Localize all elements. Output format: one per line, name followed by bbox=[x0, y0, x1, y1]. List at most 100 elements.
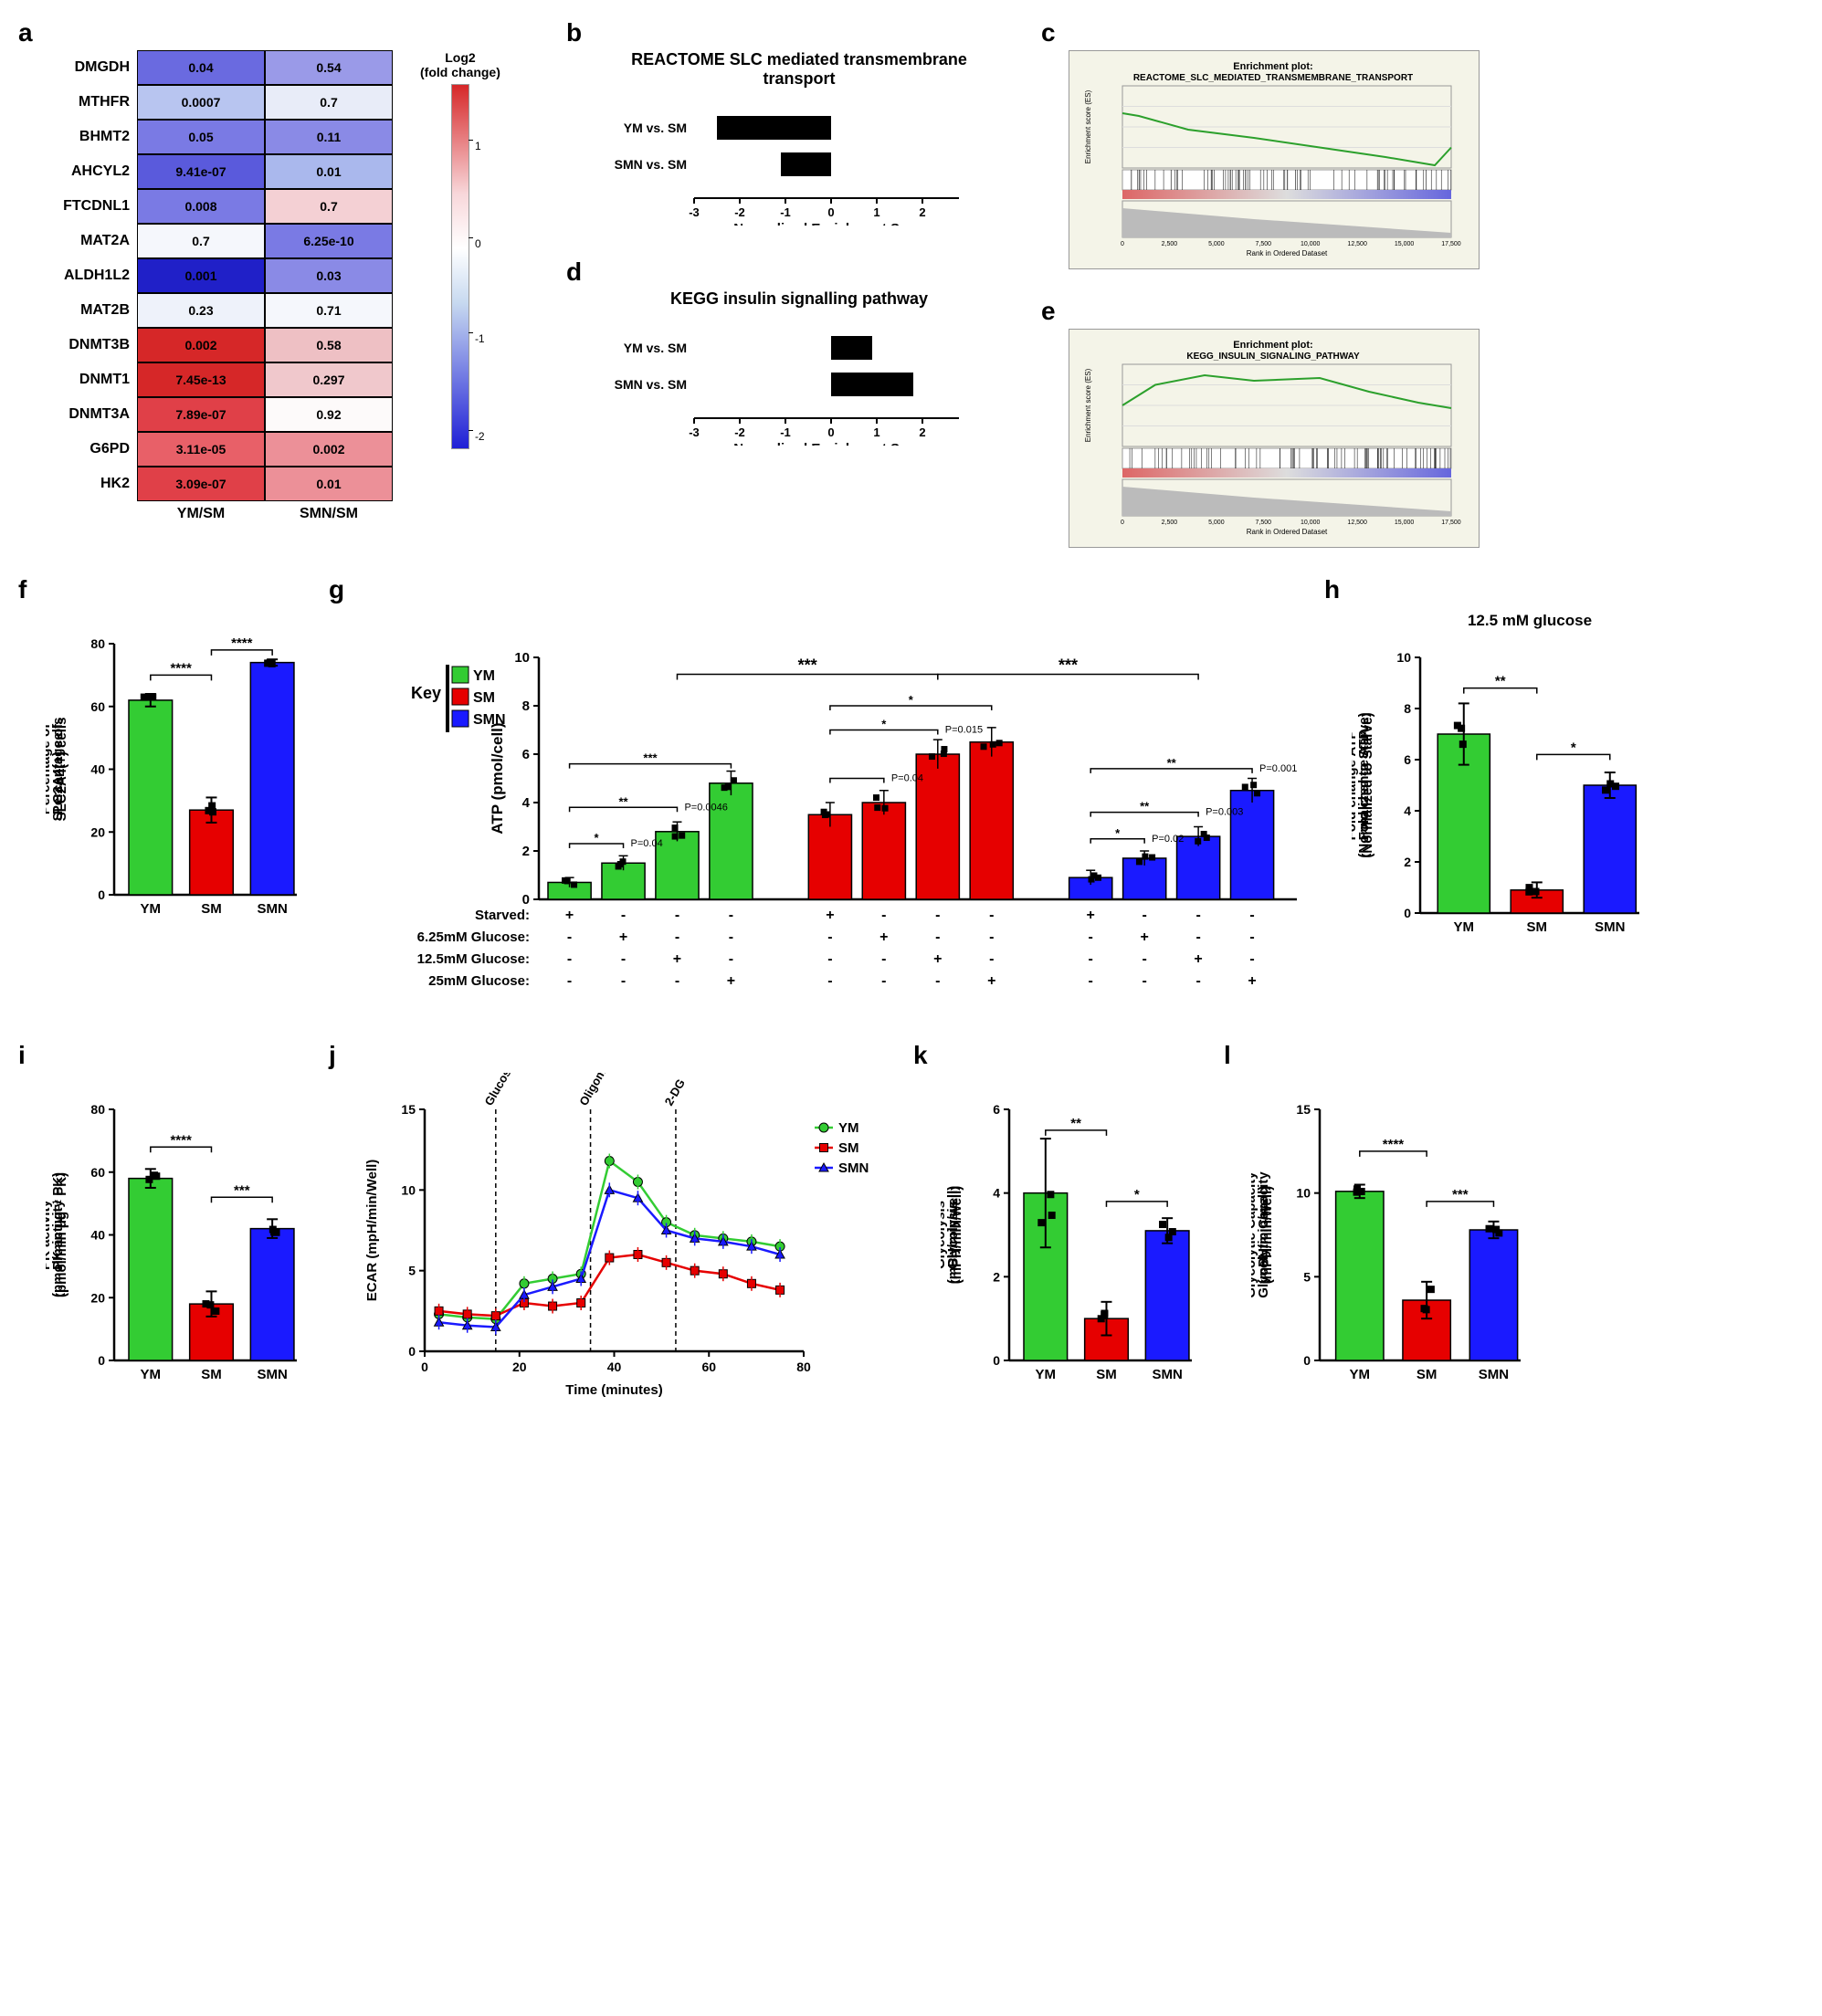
svg-text:PK activity: PK activity bbox=[46, 1199, 53, 1269]
svg-text:P=0.02: P=0.02 bbox=[1152, 834, 1184, 845]
svg-text:10: 10 bbox=[1296, 1186, 1311, 1201]
svg-text:17,500: 17,500 bbox=[1441, 520, 1461, 526]
gene-label: G6PD bbox=[46, 441, 137, 457]
panel-l: l 051015Glycolytic Capacity(mPH/min/well… bbox=[1224, 1041, 1516, 1397]
svg-text:0: 0 bbox=[1121, 520, 1124, 526]
svg-text:-2: -2 bbox=[734, 205, 745, 219]
svg-text:+: + bbox=[673, 951, 681, 967]
svg-text:-: - bbox=[935, 973, 940, 989]
svg-text:-: - bbox=[1249, 929, 1254, 945]
gene-label: DNMT1 bbox=[46, 372, 137, 388]
heatmap-row: MTHFR0.00070.7 bbox=[46, 85, 393, 120]
svg-text:8: 8 bbox=[1404, 701, 1411, 716]
svg-text:*: * bbox=[1134, 1187, 1140, 1202]
panel-j-label: j bbox=[329, 1041, 336, 1070]
svg-text:*: * bbox=[909, 693, 914, 707]
svg-text:**: ** bbox=[1070, 1116, 1081, 1131]
svg-text:15,000: 15,000 bbox=[1395, 241, 1415, 247]
heatmap-row: FTCDNL10.0080.7 bbox=[46, 189, 393, 224]
svg-text:20: 20 bbox=[512, 1360, 527, 1374]
svg-text:12.5mM Glucose:: 12.5mM Glucose: bbox=[417, 951, 530, 967]
svg-text:(mPH/min/well): (mPH/min/well) bbox=[1259, 1186, 1275, 1285]
svg-text:SM: SM bbox=[1417, 1367, 1438, 1382]
svg-text:5: 5 bbox=[408, 1264, 416, 1278]
heatmap-cell: 0.03 bbox=[265, 258, 393, 293]
svg-text:(pmol/min μg⁻¹ PK): (pmol/min μg⁻¹ PK) bbox=[54, 1172, 69, 1297]
panel-k: k 0246Glycolysis(mPH/min/well)Glycolysis… bbox=[913, 1041, 1187, 1397]
svg-text:25mM Glucose:: 25mM Glucose: bbox=[428, 973, 530, 989]
heatmap-cell: 0.04 bbox=[137, 50, 265, 85]
svg-text:10: 10 bbox=[401, 1182, 416, 1197]
svg-text:P=0.0046: P=0.0046 bbox=[684, 802, 727, 813]
svg-text:SMN: SMN bbox=[1595, 919, 1625, 935]
svg-text:-3: -3 bbox=[689, 205, 700, 219]
svg-text:2: 2 bbox=[993, 1269, 1000, 1284]
svg-text:5,000: 5,000 bbox=[1208, 520, 1225, 526]
svg-text:-: - bbox=[729, 951, 733, 967]
svg-text:***: *** bbox=[643, 751, 658, 765]
svg-text:40: 40 bbox=[90, 1228, 105, 1243]
panel-h-label: h bbox=[1324, 575, 1340, 604]
heatmap-xlabel: YM/SM bbox=[137, 501, 265, 522]
svg-text:-: - bbox=[1089, 929, 1093, 945]
heatmap-cell: 0.0007 bbox=[137, 85, 265, 120]
heatmap-cell: 0.11 bbox=[265, 120, 393, 154]
svg-text:SM: SM bbox=[1096, 1367, 1117, 1382]
svg-text:SM: SM bbox=[1527, 919, 1548, 935]
colorbar-tick: -2 bbox=[475, 430, 485, 443]
heatmap-cell: 0.002 bbox=[137, 328, 265, 362]
heatmap-row: G6PD3.11e-050.002 bbox=[46, 432, 393, 467]
heatmap-cell: 6.25e-10 bbox=[265, 224, 393, 258]
svg-text:REACTOME_SLC_MEDIATED_TRANSMEM: REACTOME_SLC_MEDIATED_TRANSMEMBRANE_TRAN… bbox=[1133, 73, 1413, 83]
svg-text:-: - bbox=[1142, 951, 1146, 967]
svg-text:10,000: 10,000 bbox=[1301, 241, 1321, 247]
svg-text:-: - bbox=[881, 973, 886, 989]
gene-label: HK2 bbox=[46, 476, 137, 492]
heatmap-cell: 0.7 bbox=[265, 85, 393, 120]
svg-text:Glycolysis: Glycolysis bbox=[941, 1201, 948, 1269]
svg-text:Oligomycin: Oligomycin bbox=[576, 1073, 620, 1108]
row-2: f 020406080Percentage ofSLC2A4(+) cellsP… bbox=[18, 575, 1804, 1013]
svg-text:**: ** bbox=[1495, 674, 1506, 689]
panel-d-title: KEGG insulin signalling pathway bbox=[594, 289, 1005, 309]
panel-c: c Enrichment plot:REACTOME_SLC_MEDIATED_… bbox=[1041, 18, 1489, 269]
svg-text:ECAR (mpH/min/Well): ECAR (mpH/min/Well) bbox=[364, 1160, 380, 1302]
svg-text:+: + bbox=[879, 929, 888, 945]
row-3: i 020406080PK activity(pmol/min μg⁻¹ PK)… bbox=[18, 1041, 1804, 1406]
svg-text:Starved:: Starved: bbox=[475, 908, 530, 923]
heatmap-xlabels: YM/SMSMN/SM bbox=[137, 501, 393, 522]
svg-text:Enrichment plot:: Enrichment plot: bbox=[1233, 61, 1312, 72]
svg-text:2: 2 bbox=[919, 425, 925, 439]
gsea-c-svg: Enrichment plot:REACTOME_SLC_MEDIATED_TR… bbox=[1077, 58, 1469, 259]
svg-text:+: + bbox=[565, 908, 574, 923]
svg-text:60: 60 bbox=[701, 1360, 716, 1374]
svg-text:***: *** bbox=[1058, 656, 1078, 675]
colorbar: Log2(fold change) 10-1-2 bbox=[420, 50, 500, 522]
svg-text:**: ** bbox=[1167, 756, 1177, 770]
svg-text:2,500: 2,500 bbox=[1162, 241, 1178, 247]
svg-text:YM: YM bbox=[141, 901, 162, 917]
svg-text:+: + bbox=[1248, 973, 1256, 989]
svg-text:-: - bbox=[675, 929, 679, 945]
svg-text:P=0.04: P=0.04 bbox=[891, 773, 923, 784]
svg-text:-: - bbox=[621, 908, 626, 923]
svg-text:6: 6 bbox=[522, 747, 530, 762]
panel-f: f 020406080Percentage ofSLC2A4(+) cellsP… bbox=[18, 575, 292, 931]
svg-text:20: 20 bbox=[90, 1290, 105, 1305]
svg-text:Rank in Ordered Dataset: Rank in Ordered Dataset bbox=[1247, 528, 1328, 536]
heatmap-cell: 0.05 bbox=[137, 120, 265, 154]
gsea-plot-e: Enrichment plot:KEGG_INSULIN_SIGNALING_P… bbox=[1069, 329, 1480, 548]
svg-text:Normalized Enrichment Score: Normalized Enrichment Score bbox=[733, 441, 928, 446]
svg-text:-: - bbox=[1195, 973, 1200, 989]
svg-text:SM: SM bbox=[838, 1140, 859, 1156]
gene-label: MAT2B bbox=[46, 302, 137, 319]
svg-text:YM vs. SM: YM vs. SM bbox=[624, 341, 687, 355]
svg-text:10: 10 bbox=[1396, 650, 1411, 665]
svg-text:1: 1 bbox=[873, 425, 879, 439]
svg-text:+: + bbox=[987, 973, 995, 989]
svg-text:****: **** bbox=[1383, 1137, 1405, 1152]
heatmap-cell: 0.7 bbox=[137, 224, 265, 258]
svg-text:-: - bbox=[729, 929, 733, 945]
colorbar-title: Log2(fold change) bbox=[420, 50, 500, 79]
svg-text:Enrichment score (ES): Enrichment score (ES) bbox=[1084, 368, 1092, 442]
